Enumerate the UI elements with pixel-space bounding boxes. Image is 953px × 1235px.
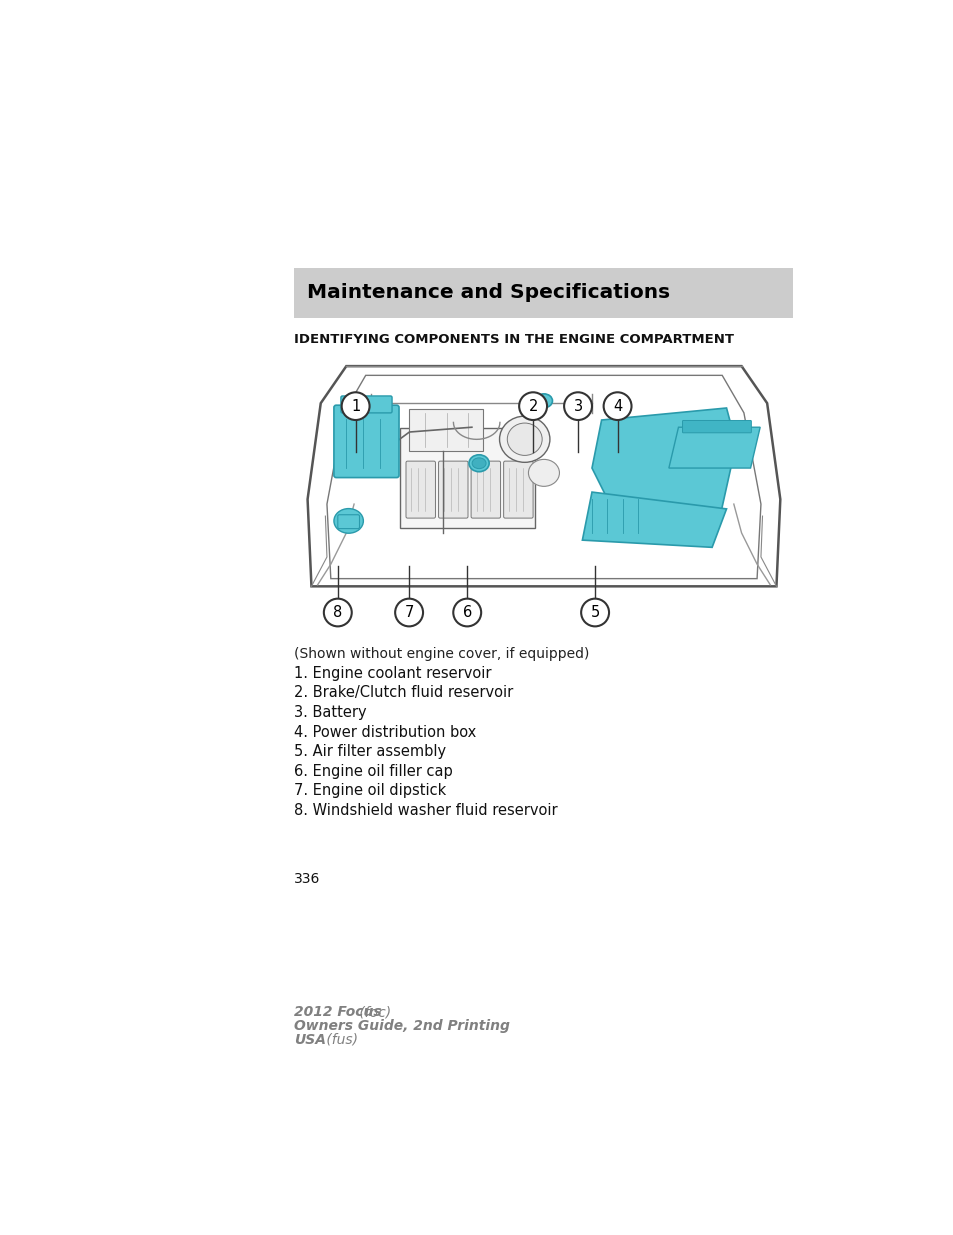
Text: 2: 2 [528,399,537,414]
Text: 8. Windshield washer fluid reservoir: 8. Windshield washer fluid reservoir [294,803,558,818]
Ellipse shape [472,458,485,468]
Circle shape [603,393,631,420]
Circle shape [341,393,369,420]
Circle shape [323,599,352,626]
FancyBboxPatch shape [409,409,482,451]
Circle shape [518,393,546,420]
Text: 2. Brake/Clutch fluid reservoir: 2. Brake/Clutch fluid reservoir [294,685,513,700]
Ellipse shape [499,416,549,462]
Ellipse shape [535,394,552,408]
FancyBboxPatch shape [438,461,468,519]
Text: 336: 336 [294,872,320,885]
Circle shape [563,393,592,420]
Text: Maintenance and Specifications: Maintenance and Specifications [307,283,669,303]
FancyBboxPatch shape [399,429,535,529]
Polygon shape [592,408,736,516]
Text: 6. Engine oil filler cap: 6. Engine oil filler cap [294,763,453,779]
Ellipse shape [334,509,363,534]
Text: 7. Engine oil dipstick: 7. Engine oil dipstick [294,783,446,799]
FancyBboxPatch shape [406,461,435,519]
Text: USA: USA [294,1032,326,1047]
Text: 7: 7 [404,605,414,620]
Text: 6: 6 [462,605,472,620]
FancyBboxPatch shape [294,268,793,317]
Ellipse shape [507,424,541,456]
Text: Owners Guide, 2nd Printing: Owners Guide, 2nd Printing [294,1019,510,1032]
Text: (Shown without engine cover, if equipped): (Shown without engine cover, if equipped… [294,647,589,661]
FancyBboxPatch shape [503,461,533,519]
Text: 4: 4 [613,399,621,414]
FancyBboxPatch shape [340,396,392,412]
Text: 4. Power distribution box: 4. Power distribution box [294,725,476,740]
Text: 3: 3 [573,399,582,414]
Circle shape [580,599,608,626]
FancyBboxPatch shape [471,461,500,519]
Text: IDENTIFYING COMPONENTS IN THE ENGINE COMPARTMENT: IDENTIFYING COMPONENTS IN THE ENGINE COM… [294,333,734,346]
Text: 2012 Focus: 2012 Focus [294,1005,381,1019]
FancyBboxPatch shape [681,420,751,432]
Polygon shape [668,427,760,468]
Circle shape [395,599,422,626]
Ellipse shape [469,454,489,472]
Text: (foc): (foc) [355,1005,391,1019]
Text: 1. Engine coolant reservoir: 1. Engine coolant reservoir [294,666,492,680]
Circle shape [453,599,480,626]
FancyBboxPatch shape [337,515,359,529]
Ellipse shape [528,459,558,487]
Text: 8: 8 [333,605,342,620]
Text: (fus): (fus) [321,1032,357,1047]
FancyBboxPatch shape [334,405,398,478]
Text: 5. Air filter assembly: 5. Air filter assembly [294,745,446,760]
Text: 5: 5 [590,605,599,620]
Polygon shape [581,492,726,547]
Text: 3. Battery: 3. Battery [294,705,367,720]
Text: 1: 1 [351,399,360,414]
